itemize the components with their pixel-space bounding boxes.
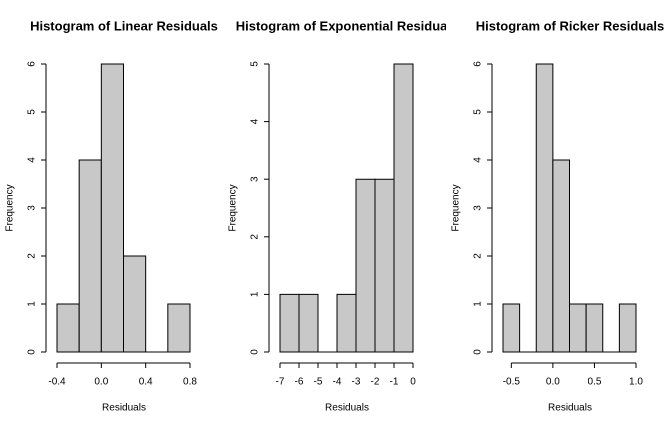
y-tick-label: 2 xyxy=(473,253,484,259)
x-tick-label: -6 xyxy=(295,377,304,388)
y-tick-label: 5 xyxy=(473,109,484,115)
chart-title: Histogram of Exponential Residuals xyxy=(236,18,459,33)
chart-title: Histogram of Linear Residuals xyxy=(30,18,218,33)
bar xyxy=(374,178,395,353)
bar xyxy=(569,303,587,353)
bar xyxy=(336,293,357,353)
panel: Histogram of Linear Residuals Residuals Fr… xyxy=(5,18,218,413)
bar xyxy=(78,159,102,353)
bar xyxy=(502,303,521,353)
x-tick-label: -2 xyxy=(371,377,380,388)
x-tick-label: -4 xyxy=(333,377,342,388)
y-tick-label: 3 xyxy=(473,205,484,211)
x-tick-label: -0.4 xyxy=(48,377,66,388)
y-tick-label: 4 xyxy=(27,157,38,163)
y-tick-label: 4 xyxy=(250,118,261,124)
bar xyxy=(279,293,300,353)
y-tick-label: 2 xyxy=(27,253,38,259)
bar xyxy=(585,303,604,353)
x-tick-label: 0.4 xyxy=(139,377,153,388)
bar xyxy=(393,63,414,353)
y-tick-label: 5 xyxy=(250,61,261,67)
y-tick-label: 0 xyxy=(250,349,261,355)
bar xyxy=(100,63,124,353)
x-tick-label: -3 xyxy=(352,377,361,388)
bar xyxy=(355,178,376,353)
y-tick-label: 0 xyxy=(473,349,484,355)
x-tick-label: -1 xyxy=(390,377,399,388)
y-tick-label: 6 xyxy=(27,61,38,67)
x-tick-label: 0.5 xyxy=(587,377,601,388)
panel: Histogram of Exponential Residuals Residu… xyxy=(228,18,459,414)
y-axis-label: Frequency xyxy=(228,184,239,231)
y-tick-label: 6 xyxy=(473,61,484,67)
bar xyxy=(552,159,570,353)
x-axis-label: Residuals xyxy=(548,403,592,414)
y-axis-label: Frequency xyxy=(451,184,462,231)
bar xyxy=(618,303,637,353)
x-tick-label: 0.8 xyxy=(183,377,197,388)
y-tick-label: 5 xyxy=(27,109,38,115)
x-tick-label: 1.0 xyxy=(629,377,643,388)
x-axis-label: Residuals xyxy=(102,403,146,414)
x-tick-label: 0 xyxy=(410,377,416,388)
panel: Histogram of Ricker Residuals Residuals Fr… xyxy=(451,18,665,413)
y-tick-label: 3 xyxy=(27,205,38,211)
x-tick-label: -5 xyxy=(314,377,323,388)
x-axis-label: Residuals xyxy=(325,403,369,414)
bar xyxy=(123,255,147,353)
y-tick-label: 0 xyxy=(27,349,38,355)
x-tick-label: -0.5 xyxy=(503,377,521,388)
x-tick-label: 0.0 xyxy=(94,377,108,388)
y-tick-label: 3 xyxy=(250,176,261,182)
y-tick-label: 1 xyxy=(250,291,261,297)
bar xyxy=(535,63,554,353)
chart-title: Histogram of Ricker Residuals xyxy=(476,18,665,33)
y-tick-label: 1 xyxy=(27,301,38,307)
x-tick-label: 0.0 xyxy=(546,377,560,388)
bar xyxy=(298,293,319,353)
bar xyxy=(56,303,80,353)
y-tick-label: 2 xyxy=(250,234,261,240)
y-axis-label: Frequency xyxy=(5,184,16,231)
y-tick-label: 4 xyxy=(473,157,484,163)
bar xyxy=(167,303,191,353)
y-tick-label: 1 xyxy=(473,301,484,307)
x-tick-label: -7 xyxy=(276,377,285,388)
